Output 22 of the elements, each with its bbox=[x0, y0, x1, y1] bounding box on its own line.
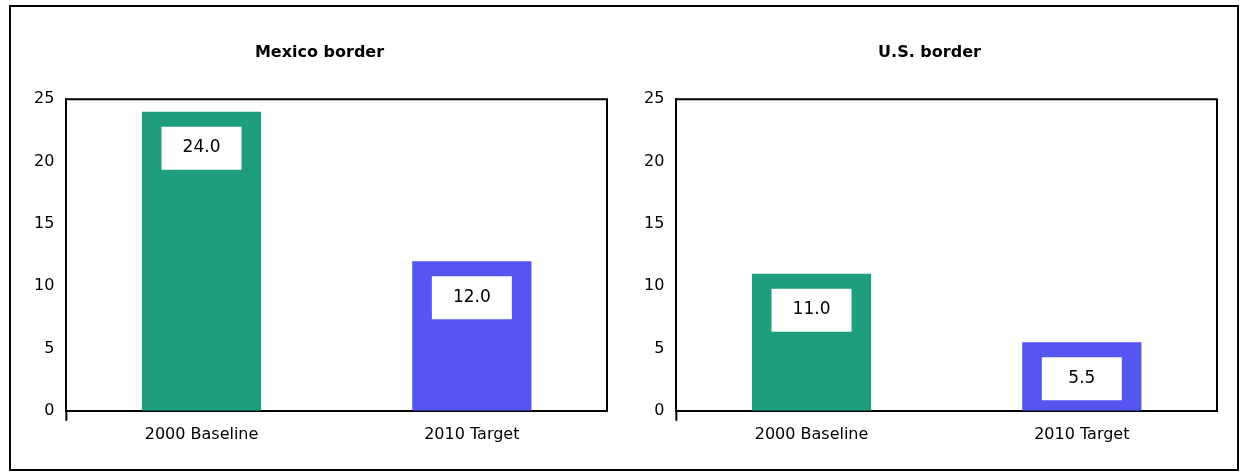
y-tick-label: 15 bbox=[34, 213, 55, 232]
x-tick-label: 2010 Target bbox=[424, 423, 520, 443]
data-label: 24.0 bbox=[182, 136, 221, 157]
y-tick-label: 10 bbox=[34, 275, 55, 295]
data-label: 5.5 bbox=[1068, 366, 1096, 387]
y-tick-label: 10 bbox=[644, 275, 665, 295]
y-tick-label: 20 bbox=[34, 150, 55, 170]
data-label: 12.0 bbox=[452, 285, 491, 306]
x-tick-label: 2000 Baseline bbox=[754, 423, 869, 443]
x-tick-label: 2010 Target bbox=[1034, 423, 1130, 443]
y-tick-label: 5 bbox=[44, 337, 55, 357]
chart-title: Mexico border bbox=[254, 41, 385, 61]
y-tick-label: 15 bbox=[644, 213, 665, 232]
y-tick-label: 25 bbox=[34, 88, 55, 108]
y-tick-label: 5 bbox=[654, 337, 665, 357]
y-tick-label: 20 bbox=[644, 150, 665, 170]
y-tick-label: 25 bbox=[644, 88, 665, 108]
y-tick-label: 0 bbox=[44, 399, 55, 419]
x-tick-label: 2000 Baseline bbox=[144, 423, 259, 443]
y-tick-label: 0 bbox=[654, 399, 665, 419]
chart-title: U.S. border bbox=[878, 41, 981, 61]
data-label: 11.0 bbox=[792, 298, 831, 319]
